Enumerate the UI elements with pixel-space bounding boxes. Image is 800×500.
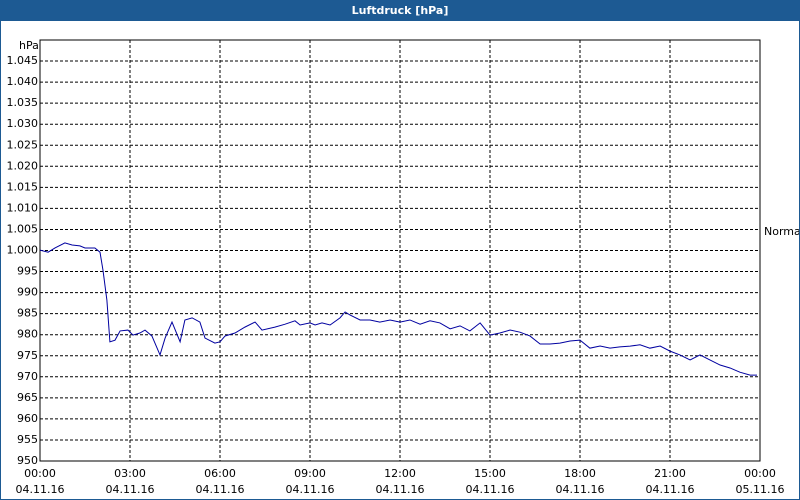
y-tick-label: 995 bbox=[17, 265, 38, 278]
y-tick-label: 1.010 bbox=[7, 201, 39, 214]
x-tick-label: 15:00 bbox=[474, 467, 506, 480]
x-tick-date: 04.11.16 bbox=[286, 483, 335, 496]
y-tick-label: 970 bbox=[17, 370, 38, 383]
y-tick-label: 1.045 bbox=[7, 54, 39, 67]
x-tick-date: 04.11.16 bbox=[196, 483, 245, 496]
x-tick-date: 04.11.16 bbox=[16, 483, 65, 496]
y-tick-label: 1.020 bbox=[7, 159, 39, 172]
data-line bbox=[39, 242, 757, 376]
y-tick-label: 960 bbox=[17, 412, 38, 425]
y-tick-label: 1.030 bbox=[7, 117, 39, 130]
y-tick-label: 990 bbox=[17, 286, 38, 299]
x-tick-label: 03:00 bbox=[114, 467, 146, 480]
x-tick-date: 04.11.16 bbox=[106, 483, 155, 496]
y-tick-label: 950 bbox=[17, 454, 38, 467]
y-tick-label: 980 bbox=[17, 328, 38, 341]
x-tick-label: 12:00 bbox=[384, 467, 416, 480]
x-tick-date: 04.11.16 bbox=[376, 483, 425, 496]
y-tick-label: 955 bbox=[17, 433, 38, 446]
y-tick-label: 1.005 bbox=[7, 222, 39, 235]
y-tick-label: 1.000 bbox=[7, 244, 39, 257]
y-tick-label: 1.040 bbox=[7, 75, 39, 88]
x-tick-label: 00:00 bbox=[744, 467, 776, 480]
y-tick-label: 1.025 bbox=[7, 138, 39, 151]
x-tick-date: 04.11.16 bbox=[556, 483, 605, 496]
y-axis-label: hPa bbox=[19, 39, 39, 52]
x-tick-label: 21:00 bbox=[654, 467, 686, 480]
x-tick-label: 00:00 bbox=[24, 467, 56, 480]
y-tick-label: 985 bbox=[17, 307, 38, 320]
x-tick-date: 04.11.16 bbox=[646, 483, 695, 496]
chart-title: Luftdruck [hPa] bbox=[1, 1, 799, 21]
y-tick-label: 975 bbox=[17, 349, 38, 362]
x-tick-label: 09:00 bbox=[294, 467, 326, 480]
chart: hPa 950 955 960 965 970 975 980 985 990 995 1.000 1.… bbox=[7, 39, 800, 496]
legend-label: Normal bbox=[764, 225, 799, 238]
x-tick-date: 04.11.16 bbox=[466, 483, 515, 496]
y-tick-label: 1.035 bbox=[7, 96, 39, 109]
x-tick-label: 06:00 bbox=[204, 467, 236, 480]
x-tick-label: 18:00 bbox=[564, 467, 596, 480]
x-tick-date: 05.11.16 bbox=[736, 483, 785, 496]
y-tick-label: 965 bbox=[17, 391, 38, 404]
y-tick-label: 1.015 bbox=[7, 180, 39, 193]
